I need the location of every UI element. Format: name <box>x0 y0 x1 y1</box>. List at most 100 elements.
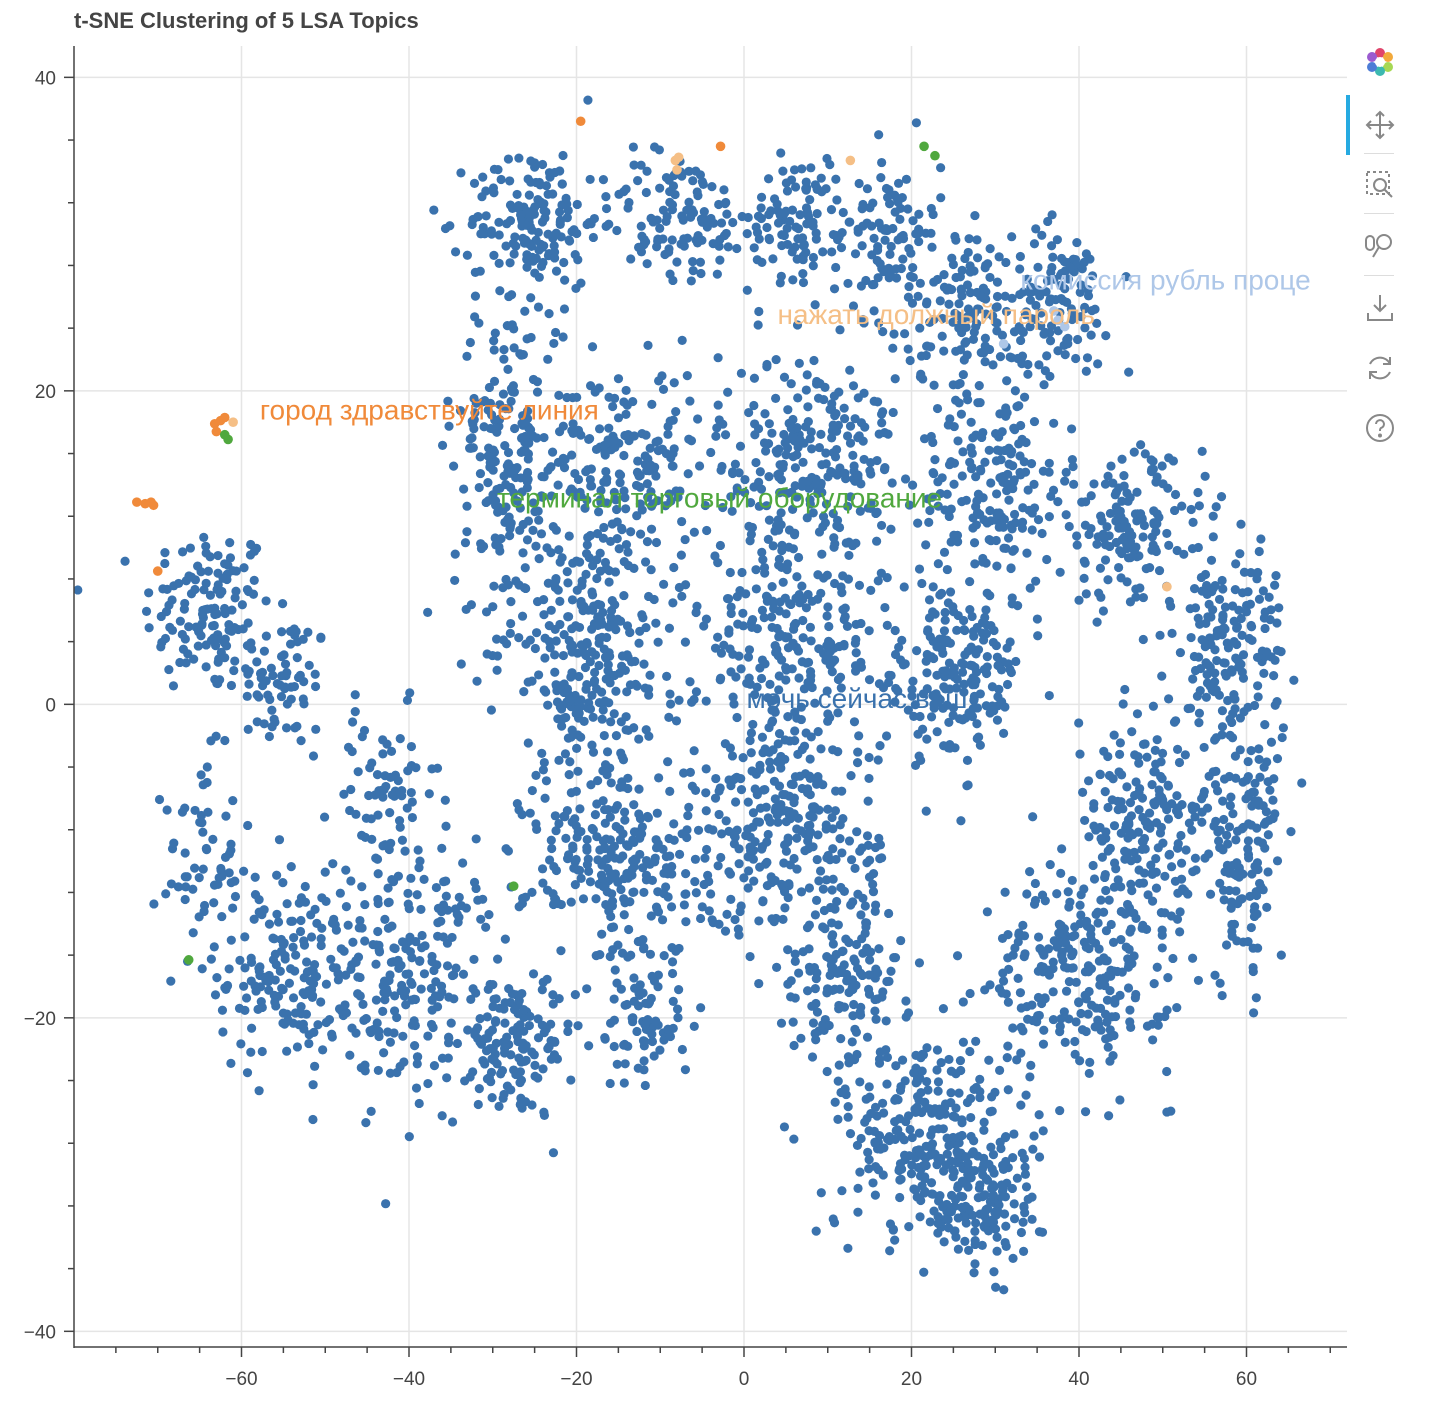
scatter-point <box>506 1050 516 1060</box>
scatter-point <box>564 770 574 780</box>
scatter-point <box>783 833 793 843</box>
scatter-point <box>963 395 973 405</box>
scatter-point <box>1162 1066 1172 1077</box>
scatter-point <box>1016 470 1026 480</box>
scatter-point <box>829 542 839 552</box>
scatter-point <box>734 859 744 869</box>
scatter-point <box>1039 1025 1049 1035</box>
scatter-point <box>1064 943 1074 954</box>
scatter-point <box>298 634 308 644</box>
scatter-point <box>462 351 472 361</box>
scatter-point <box>634 638 644 648</box>
scatter-point <box>524 1020 534 1031</box>
scatter-point <box>490 500 501 510</box>
scatter-point <box>953 1149 963 1159</box>
scatter-point <box>328 859 338 869</box>
scatter-point <box>753 424 764 434</box>
scatter-point <box>621 712 631 722</box>
scatter-point <box>358 999 368 1010</box>
scatter-point <box>1039 380 1049 390</box>
scatter-point <box>711 431 721 441</box>
scatter-point <box>1071 977 1081 987</box>
scatter-point <box>1188 867 1198 877</box>
scatter-point <box>781 609 791 619</box>
scatter-point <box>609 709 619 719</box>
scatter-point <box>629 160 639 170</box>
scatter-point <box>1083 776 1094 786</box>
scatter-point <box>310 1061 320 1071</box>
scatter-point <box>597 714 607 724</box>
scatter-point <box>353 767 363 777</box>
scatter-point <box>1037 230 1047 240</box>
scatter-point <box>385 1037 395 1047</box>
scatter-point <box>965 605 975 615</box>
scatter-point <box>947 253 957 263</box>
scatter-point <box>848 381 859 391</box>
scatter-point <box>629 800 639 810</box>
scatter-point <box>685 677 695 687</box>
scatter-point <box>709 218 719 228</box>
scatter-point <box>921 540 931 550</box>
scatter-point <box>1238 673 1249 683</box>
scatter-point <box>779 1122 790 1132</box>
scatter-point <box>605 812 615 822</box>
scatter-point <box>1215 978 1225 988</box>
scatter-point <box>951 272 961 283</box>
scatter-point <box>585 530 596 541</box>
scatter-point <box>612 504 622 515</box>
scatter-point <box>752 790 762 800</box>
scatter-point <box>1072 237 1082 248</box>
scatter-point <box>689 746 699 756</box>
scatter-point <box>878 327 888 337</box>
scatter-point <box>350 707 360 717</box>
scatter-point <box>701 788 711 798</box>
scatter-point <box>969 1136 979 1146</box>
scatter-point <box>633 242 644 252</box>
scatter-point <box>488 445 498 455</box>
scatter-point <box>1250 902 1260 912</box>
scatter-point <box>1069 479 1079 489</box>
scatter-point <box>1244 789 1254 799</box>
scatter-point <box>1015 251 1025 262</box>
scatter-point <box>587 587 597 597</box>
scatter-point <box>1228 809 1238 819</box>
scatter-point <box>594 633 604 643</box>
scatter-point <box>278 878 288 888</box>
scatter-point <box>806 636 816 646</box>
scatter-point <box>505 531 515 541</box>
scatter-point <box>563 1026 573 1037</box>
scatter-point <box>268 933 278 943</box>
scatter-point <box>886 966 896 976</box>
scatter-point <box>825 954 835 964</box>
scatter-point <box>690 785 701 796</box>
scatter-point <box>326 954 336 964</box>
scatter-point <box>469 877 480 888</box>
scatter-point <box>1070 930 1080 940</box>
scatter-point <box>949 479 959 489</box>
scatter-point <box>932 670 942 680</box>
scatter-point <box>646 565 656 575</box>
scatter-point <box>798 457 808 467</box>
scatter-point <box>1099 746 1109 756</box>
scatter-point <box>821 448 831 458</box>
scatter-point <box>1002 679 1013 690</box>
scatter-point <box>659 951 669 961</box>
scatter-point <box>604 219 614 229</box>
scatter-point <box>1029 416 1040 427</box>
scatter-point <box>341 970 351 980</box>
scatter-point <box>197 964 207 974</box>
scatter-point <box>680 889 690 899</box>
scatter-point <box>523 174 533 184</box>
scatter-point <box>1247 801 1257 811</box>
scatter-point <box>796 887 807 897</box>
scatter-point <box>855 846 865 856</box>
scatter-point <box>845 492 856 502</box>
scatter-point <box>811 1226 821 1236</box>
scatter-point <box>955 378 965 389</box>
scatter-point <box>588 747 599 757</box>
scatter-point <box>477 192 487 202</box>
scatter-point <box>537 864 548 874</box>
scatter-point <box>492 634 502 644</box>
scatter-point <box>313 1020 323 1030</box>
